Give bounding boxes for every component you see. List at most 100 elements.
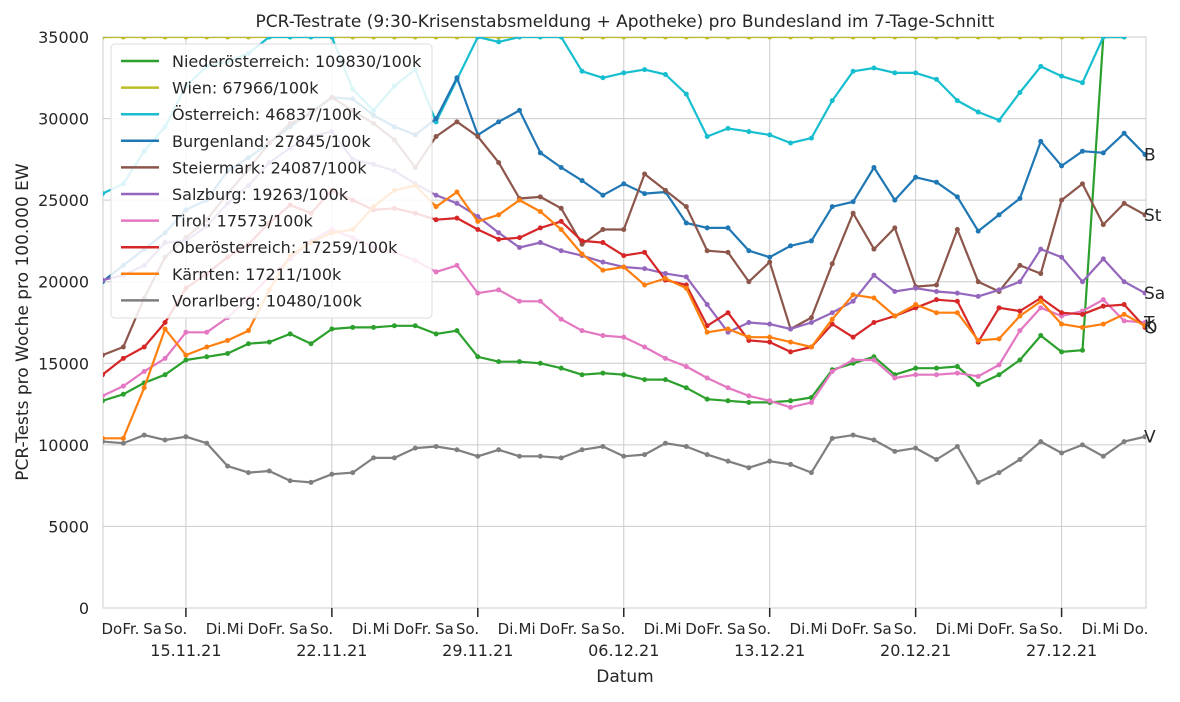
data-point [1121,130,1127,136]
data-point [496,160,502,166]
data-point [103,372,105,378]
data-point [329,471,335,477]
data-point [475,354,481,360]
data-point [975,337,981,343]
data-point [642,67,648,73]
end-labels: B St Sa TOK V [1143,145,1165,447]
data-point [162,320,168,325]
data-point [934,372,939,378]
data-point [103,277,105,283]
data-point [892,313,898,319]
data-point [162,437,168,443]
data-point [996,305,1002,311]
data-point [767,37,773,40]
data-point [454,189,460,195]
data-point [1038,63,1044,69]
data-point [662,355,668,361]
data-point [266,339,272,345]
data-point [1079,80,1085,86]
data-point [683,37,689,40]
y-axis-label: PCR-Tests pro Woche pro 100.000 EW [13,163,33,481]
data-point [141,368,147,374]
data-point [934,76,939,82]
data-point [871,165,877,171]
data-point [975,109,981,115]
data-point [496,359,502,365]
data-point [517,298,522,304]
x-day-tick-label: Mi [956,620,973,638]
legend-entry: Burgenland: 27845/100k [172,132,371,151]
data-point [600,192,606,198]
x-day-tick-label: Fr. [268,620,285,638]
data-point [475,453,481,459]
data-point [371,324,377,330]
data-point [204,354,210,360]
data-point [433,134,439,140]
data-point [871,437,877,443]
data-point [1100,303,1106,309]
data-point [1121,279,1127,285]
y-axis-ticks: 0 5000 10000 15000 20000 25000 30000 35000 [38,28,89,618]
data-point [954,227,960,233]
data-point [662,37,668,40]
data-point [1059,73,1065,79]
data-point [683,285,689,291]
data-point [808,320,814,325]
data-point [120,440,126,446]
data-point [662,275,668,281]
data-point [558,248,564,254]
data-point [412,323,418,329]
data-point [871,295,877,301]
data-point [725,37,731,40]
x-day-tick-label: Mi [664,620,681,638]
data-point [850,292,856,298]
data-point [266,37,272,40]
data-point [103,37,105,40]
data-point [746,465,752,471]
x-day-tick-label: Sa [873,620,892,638]
data-point [829,368,835,374]
data-point [1017,279,1023,285]
data-point [746,279,752,285]
data-point [1079,442,1085,448]
data-point [600,259,606,265]
data-point [621,453,627,459]
data-point [329,326,335,332]
data-point [1079,148,1085,154]
data-point [767,339,773,345]
data-point [454,262,460,268]
data-point [266,468,272,474]
end-label: K [1144,317,1156,337]
data-point [433,331,439,337]
data-point [808,470,814,476]
data-point [204,440,210,446]
x-day-tick-label: Sa [143,620,162,638]
data-point [162,326,168,332]
data-point [558,218,564,224]
data-point [621,264,627,270]
data-point [371,455,377,461]
data-point [103,393,105,399]
x-day-tick-label: Do [685,620,706,638]
legend-entry: Kärnten: 17211/100k [172,265,342,284]
data-point [808,37,814,40]
data-point [287,331,293,337]
data-point [954,310,960,316]
data-point [725,249,731,255]
x-day-tick-label: Do [247,620,268,638]
x-day-tick-label: Mi [227,620,244,638]
data-point [433,443,439,449]
data-point [517,359,522,365]
data-point [954,194,960,200]
data-point [579,37,585,40]
data-point [1100,256,1106,262]
data-point [704,302,710,308]
data-point [850,432,856,438]
data-point [1142,212,1146,218]
data-point [183,329,189,335]
data-point [1059,163,1065,169]
data-point [996,470,1002,476]
data-point [1100,453,1106,459]
data-point [662,377,668,383]
